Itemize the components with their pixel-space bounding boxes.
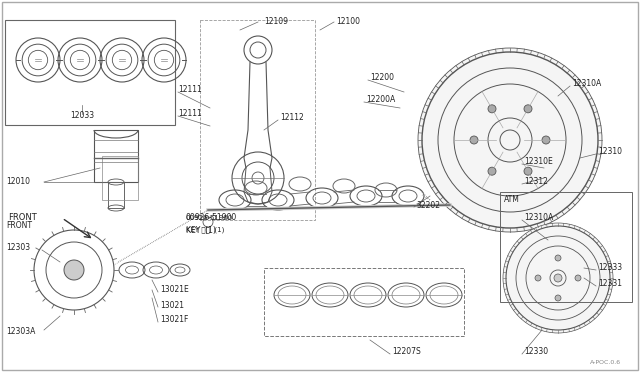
Text: 12333: 12333 (598, 263, 622, 273)
Text: 12310: 12310 (598, 148, 622, 157)
Circle shape (542, 136, 550, 144)
Bar (264, 268, 464, 336)
Text: 00926-51900: 00926-51900 (186, 215, 233, 221)
Text: 12100: 12100 (336, 17, 360, 26)
Circle shape (524, 105, 532, 113)
Text: FRONT: FRONT (6, 221, 32, 230)
Circle shape (503, 223, 613, 333)
Text: A-POC.0.6: A-POC.0.6 (590, 359, 621, 365)
Text: 12111: 12111 (178, 109, 202, 119)
Text: 12200: 12200 (370, 74, 394, 83)
Text: 32202: 32202 (416, 201, 440, 209)
Circle shape (555, 255, 561, 261)
Text: 12303A: 12303A (6, 327, 35, 337)
Text: 12033: 12033 (70, 110, 94, 119)
Text: 12310A: 12310A (572, 80, 601, 89)
Text: 12112: 12112 (280, 113, 304, 122)
Text: FRONT: FRONT (8, 214, 36, 222)
Text: 12200A: 12200A (366, 96, 396, 105)
Text: KEY  (1): KEY (1) (186, 225, 216, 234)
Text: 12312: 12312 (524, 177, 548, 186)
Bar (102, 156, 138, 200)
Circle shape (64, 260, 84, 280)
Text: ATM: ATM (504, 196, 520, 205)
Circle shape (535, 275, 541, 281)
Text: 13021F: 13021F (160, 315, 188, 324)
Bar (108, 182, 124, 208)
Circle shape (554, 274, 562, 282)
Text: 12330: 12330 (524, 347, 548, 356)
Circle shape (418, 48, 602, 232)
Bar (5, 20, 175, 125)
Circle shape (555, 295, 561, 301)
Text: KEY キー  (1): KEY キー (1) (186, 227, 225, 233)
Bar (200, 20, 315, 220)
Text: 12310A: 12310A (524, 214, 553, 222)
Bar (94, 130, 138, 182)
Text: 12310E: 12310E (524, 157, 553, 167)
Text: 12303: 12303 (6, 244, 30, 253)
Circle shape (524, 167, 532, 175)
Text: 00926-51900: 00926-51900 (186, 214, 237, 222)
Text: 12010: 12010 (6, 177, 30, 186)
Bar (500, 192, 632, 302)
Text: 12331: 12331 (598, 279, 622, 289)
Circle shape (575, 275, 581, 281)
Text: 13021: 13021 (160, 301, 184, 310)
Text: 12207S: 12207S (392, 347, 420, 356)
Circle shape (488, 105, 496, 113)
Circle shape (470, 136, 478, 144)
Circle shape (488, 167, 496, 175)
Text: 12111: 12111 (178, 86, 202, 94)
Text: 13021E: 13021E (160, 285, 189, 295)
Text: 12109: 12109 (264, 17, 288, 26)
